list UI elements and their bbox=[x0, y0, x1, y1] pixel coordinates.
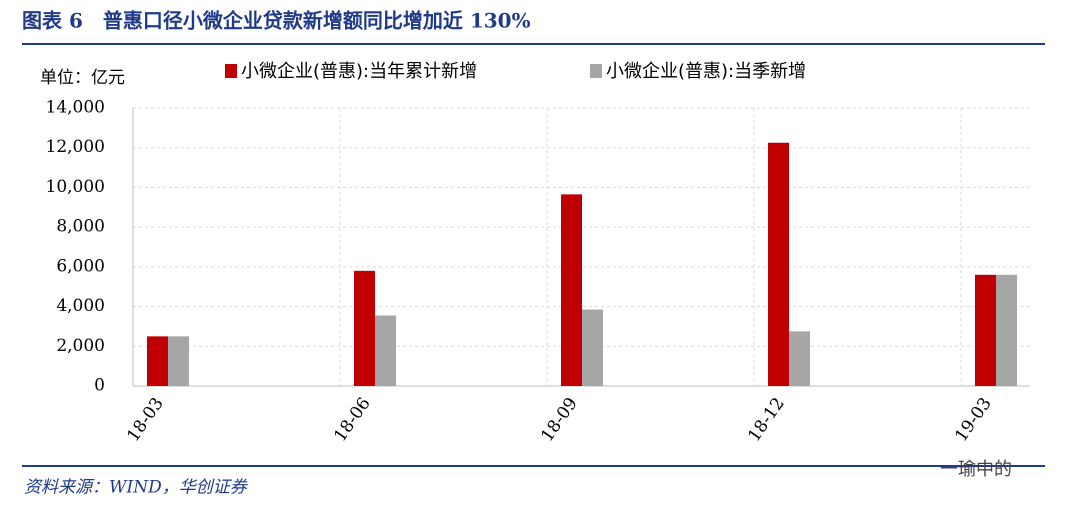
bar bbox=[147, 336, 168, 386]
bar bbox=[375, 315, 396, 386]
watermark: 一瑜中的 bbox=[940, 459, 1012, 480]
bar bbox=[975, 274, 996, 386]
x-tick-label: 18-12 bbox=[744, 394, 788, 446]
y-tick-label: 8,000 bbox=[56, 217, 105, 237]
legend-label: 小微企业(普惠):当年累计新增 bbox=[241, 61, 477, 82]
bar bbox=[561, 194, 582, 386]
x-tick-label: 18-03 bbox=[123, 394, 167, 446]
y-tick-label: 10,000 bbox=[46, 177, 105, 197]
legend-label: 小微企业(普惠):当季新增 bbox=[606, 61, 806, 82]
bar bbox=[582, 309, 603, 386]
y-tick-label: 6,000 bbox=[56, 256, 105, 276]
y-tick-label: 0 bbox=[94, 376, 105, 396]
y-tick-label: 2,000 bbox=[56, 336, 105, 356]
bar bbox=[996, 274, 1017, 386]
bar bbox=[789, 331, 810, 386]
bar bbox=[354, 270, 375, 386]
y-tick-label: 14,000 bbox=[46, 98, 105, 118]
chart-title: 图表 6 普惠口径小微企业贷款新增额同比增加近 130% bbox=[22, 9, 531, 33]
source: 资料来源：WIND，华创证券 bbox=[24, 478, 249, 498]
bar bbox=[168, 336, 189, 386]
y-tick-label: 4,000 bbox=[56, 296, 105, 316]
y-tick-label: 12,000 bbox=[46, 137, 105, 157]
legend-swatch bbox=[590, 64, 602, 78]
x-tick-label: 19-03 bbox=[951, 394, 995, 446]
y-unit-label: 单位：亿元 bbox=[40, 68, 125, 88]
bar bbox=[768, 142, 789, 386]
x-tick-label: 18-09 bbox=[537, 394, 581, 446]
legend-swatch bbox=[225, 64, 237, 78]
x-tick-label: 18-06 bbox=[330, 394, 374, 446]
